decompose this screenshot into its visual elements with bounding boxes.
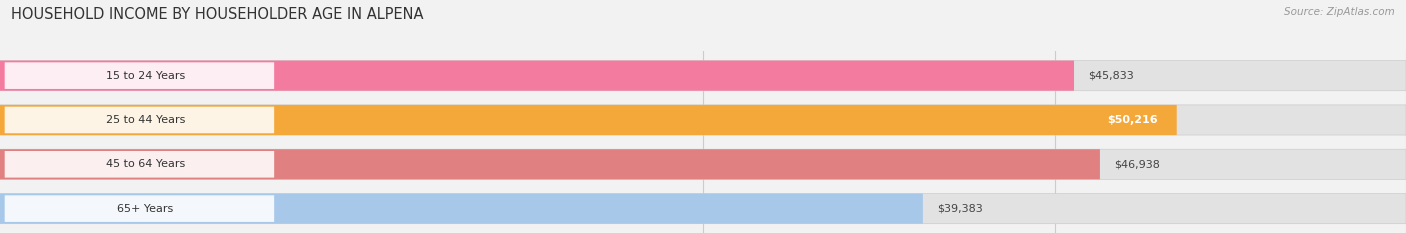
Text: $50,216: $50,216 [1108, 115, 1159, 125]
FancyBboxPatch shape [4, 195, 274, 222]
FancyBboxPatch shape [0, 149, 1099, 179]
Text: Source: ZipAtlas.com: Source: ZipAtlas.com [1284, 7, 1395, 17]
FancyBboxPatch shape [0, 105, 1406, 135]
FancyBboxPatch shape [0, 61, 1406, 91]
FancyBboxPatch shape [0, 194, 1406, 224]
Text: $46,938: $46,938 [1114, 159, 1160, 169]
FancyBboxPatch shape [0, 194, 922, 224]
Text: HOUSEHOLD INCOME BY HOUSEHOLDER AGE IN ALPENA: HOUSEHOLD INCOME BY HOUSEHOLDER AGE IN A… [11, 7, 423, 22]
FancyBboxPatch shape [4, 62, 274, 89]
Text: 45 to 64 Years: 45 to 64 Years [105, 159, 186, 169]
Text: 15 to 24 Years: 15 to 24 Years [105, 71, 186, 81]
FancyBboxPatch shape [0, 149, 1406, 179]
FancyBboxPatch shape [4, 107, 274, 133]
Text: $45,833: $45,833 [1088, 71, 1133, 81]
Text: 25 to 44 Years: 25 to 44 Years [105, 115, 186, 125]
Text: $39,383: $39,383 [936, 204, 983, 214]
FancyBboxPatch shape [0, 61, 1074, 91]
FancyBboxPatch shape [4, 151, 274, 178]
Text: 65+ Years: 65+ Years [117, 204, 173, 214]
FancyBboxPatch shape [0, 105, 1177, 135]
